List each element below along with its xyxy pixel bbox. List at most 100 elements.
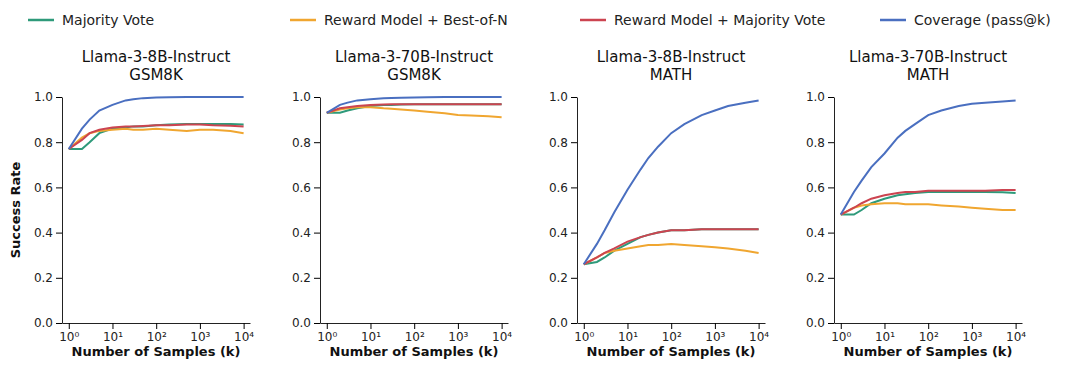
x-tick: 10³	[190, 323, 210, 344]
y-tick-label: 0.2	[34, 271, 53, 285]
y-tick-mark	[571, 142, 577, 143]
y-tick-mark	[314, 97, 320, 98]
x-tick-label: 10⁴	[234, 330, 254, 344]
series-line	[69, 125, 244, 149]
x-tick-mark	[1016, 323, 1017, 329]
title: Llama-3-70B-InstructMATH	[849, 48, 1007, 84]
y-tick-mark	[828, 233, 834, 234]
y-tick-label: 0.4	[549, 226, 568, 240]
series-line	[327, 97, 502, 113]
series-line	[584, 100, 759, 264]
x-tick: 10²	[147, 323, 167, 344]
y-tick-mark	[314, 142, 320, 143]
panel: Llama-3-8B-InstructMATH10⁰10¹10²10³10⁴0.…	[549, 48, 769, 359]
x-tick-label: 10¹	[361, 330, 381, 344]
y-tick-mark	[56, 233, 62, 234]
plot-area	[327, 97, 502, 117]
y-tick-label: 1.0	[549, 90, 568, 104]
y-tick-label: 0.4	[34, 226, 53, 240]
y-tick-mark	[828, 323, 834, 324]
x-tick-mark	[928, 323, 929, 329]
title: Llama-3-70B-InstructGSM8K	[335, 48, 493, 84]
figure: Majority VoteReward Model + Best-of-NRew…	[0, 0, 1080, 368]
x-tick-mark	[884, 323, 885, 329]
y-axis-line	[577, 98, 578, 324]
panel: Llama-3-70B-InstructMATH10⁰10¹10²10³10⁴0…	[806, 48, 1026, 359]
y-tick: 0.4	[34, 226, 62, 240]
y-tick-mark	[828, 142, 834, 143]
y-tick-label: 0.0	[806, 316, 825, 330]
x-tick-mark	[715, 323, 716, 329]
y-tick: 0.8	[292, 136, 320, 150]
y-tick: 0.0	[292, 316, 320, 330]
y-tick-label: 0.8	[292, 136, 311, 150]
y-tick: 0.6	[549, 181, 577, 195]
legend-swatch	[28, 19, 54, 22]
y-tick-label: 0.6	[292, 181, 311, 195]
x-tick: 10⁴	[234, 323, 254, 344]
y-tick-label: 1.0	[292, 90, 311, 104]
y-tick: 1.0	[806, 90, 834, 104]
plot-area	[69, 97, 244, 149]
legend-swatch	[580, 19, 606, 22]
y-axis-line	[62, 98, 63, 324]
x-tick-mark	[156, 323, 157, 329]
legend-label: Reward Model + Majority Vote	[614, 12, 825, 28]
x-axis: 10⁰10¹10²10³10⁴	[317, 323, 512, 344]
x-tick-mark	[584, 323, 585, 329]
y-tick-label: 0.0	[549, 316, 568, 330]
y-tick-mark	[56, 142, 62, 143]
legend-label: Reward Model + Best-of-N	[324, 12, 508, 28]
x-tick: 10²	[405, 323, 425, 344]
x-tick: 10¹	[618, 323, 638, 344]
series-line	[69, 124, 244, 149]
x-tick: 10⁰	[317, 323, 337, 344]
x-tick: 10²	[919, 323, 939, 344]
series-line	[327, 107, 502, 117]
x-tick-label: 10¹	[618, 330, 638, 344]
y-tick: 0.8	[34, 136, 62, 150]
y-tick-mark	[571, 187, 577, 188]
y-tick: 0.6	[806, 181, 834, 195]
y-tick-label: 0.8	[549, 136, 568, 150]
y-axis-line	[320, 98, 321, 324]
x-tick-label: 10⁰	[574, 330, 594, 344]
y-tick-label: 0.4	[292, 226, 311, 240]
x-tick-label: 10⁰	[317, 330, 337, 344]
y-tick: 0.2	[549, 271, 577, 285]
x-tick-label: 10¹	[103, 330, 123, 344]
y-tick: 0.8	[806, 136, 834, 150]
x-tick-label: 10²	[405, 330, 425, 344]
y-axis-title: Success Rate	[8, 161, 23, 258]
x-tick-mark	[370, 323, 371, 329]
y-tick-label: 0.6	[549, 181, 568, 195]
y-tick-label: 0.2	[549, 271, 568, 285]
x-tick-mark	[69, 323, 70, 329]
y-tick: 1.0	[34, 90, 62, 104]
x-tick-label: 10³	[448, 330, 468, 344]
y-tick: 0.2	[34, 271, 62, 285]
y-tick: 0.0	[549, 316, 577, 330]
y-tick-label: 0.6	[806, 181, 825, 195]
y-tick: 0.6	[292, 181, 320, 195]
x-tick: 10⁰	[574, 323, 594, 344]
x-axis: 10⁰ 10¹ 10² 10³ 10⁴	[59, 323, 254, 344]
x-axis: 10⁰10¹10²10³10⁴	[574, 323, 769, 344]
y-tick-mark	[56, 278, 62, 279]
x-tick: 10⁴	[749, 323, 769, 344]
series-line	[841, 192, 1016, 215]
y-tick-mark	[314, 278, 320, 279]
y-tick-mark	[828, 278, 834, 279]
x-tick: 10⁰	[59, 323, 79, 344]
y-tick: 0.4	[292, 226, 320, 240]
x-tick-mark	[200, 323, 201, 329]
y-tick: 0.8	[549, 136, 577, 150]
x-tick: 10¹	[875, 323, 895, 344]
y-tick-mark	[314, 323, 320, 324]
x-tick-mark	[244, 323, 245, 329]
y-tick-label: 1.0	[806, 90, 825, 104]
x-tick-mark	[327, 323, 328, 329]
x-tick-mark	[972, 323, 973, 329]
x-tick: 10⁴	[1006, 323, 1026, 344]
y-tick-label: 0.2	[806, 271, 825, 285]
